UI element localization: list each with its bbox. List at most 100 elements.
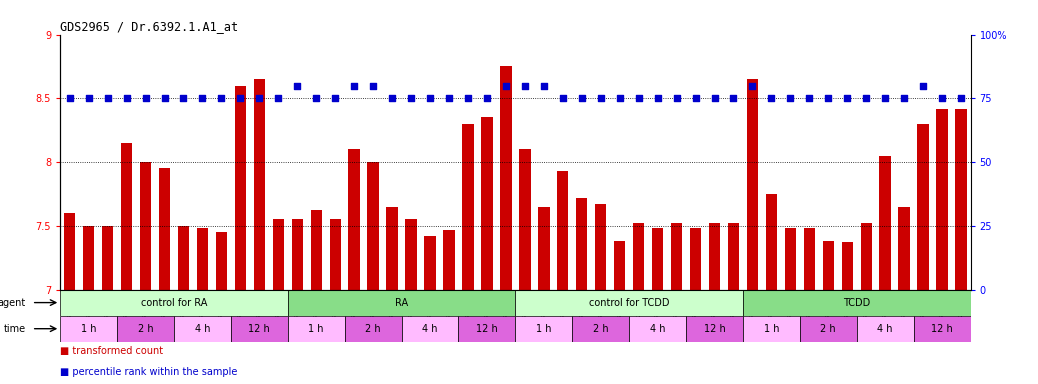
Point: [479, 95, 495, 101]
Bar: [386, 207, 398, 290]
Bar: [955, 109, 966, 290]
Point: [630, 95, 647, 101]
Point: [460, 95, 476, 101]
Text: control for RA: control for RA: [141, 298, 208, 308]
Text: 1 h: 1 h: [536, 324, 551, 334]
Point: [896, 95, 912, 101]
Bar: [913, 316, 971, 342]
Text: 1 h: 1 h: [764, 324, 780, 334]
Point: [80, 95, 97, 101]
Point: [137, 95, 154, 101]
Bar: [936, 109, 948, 290]
Bar: [766, 194, 777, 290]
Bar: [482, 118, 493, 290]
Bar: [329, 219, 340, 290]
Point: [744, 83, 761, 89]
Bar: [576, 198, 588, 290]
Bar: [803, 228, 815, 290]
Bar: [117, 316, 174, 342]
Point: [175, 95, 192, 101]
Bar: [60, 290, 288, 316]
Point: [403, 95, 419, 101]
Point: [953, 95, 969, 101]
Bar: [310, 210, 322, 290]
Bar: [557, 171, 569, 290]
Bar: [538, 207, 549, 290]
Bar: [406, 219, 416, 290]
Bar: [102, 226, 113, 290]
Point: [100, 95, 116, 101]
Bar: [800, 316, 856, 342]
Text: TCDD: TCDD: [843, 298, 871, 308]
Bar: [292, 219, 303, 290]
Bar: [515, 290, 743, 316]
Point: [213, 95, 229, 101]
Text: control for TCDD: control for TCDD: [589, 298, 670, 308]
Bar: [746, 79, 758, 290]
Point: [384, 95, 401, 101]
Text: 12 h: 12 h: [248, 324, 270, 334]
Bar: [709, 223, 720, 290]
Bar: [443, 230, 455, 290]
Point: [497, 83, 514, 89]
Text: time: time: [4, 324, 26, 334]
Bar: [174, 316, 230, 342]
Text: ■ percentile rank within the sample: ■ percentile rank within the sample: [60, 367, 238, 377]
Text: 2 h: 2 h: [820, 324, 836, 334]
Bar: [652, 228, 663, 290]
Point: [782, 95, 798, 101]
Bar: [402, 316, 459, 342]
Text: 2 h: 2 h: [365, 324, 381, 334]
Bar: [345, 316, 402, 342]
Bar: [785, 228, 796, 290]
Text: RA: RA: [395, 298, 408, 308]
Bar: [253, 79, 265, 290]
Bar: [159, 169, 170, 290]
Point: [554, 95, 571, 101]
Bar: [614, 241, 625, 290]
Point: [308, 95, 325, 101]
Bar: [500, 66, 512, 290]
Bar: [572, 316, 629, 342]
Point: [536, 83, 552, 89]
Bar: [519, 149, 530, 290]
Point: [441, 95, 458, 101]
Bar: [686, 316, 743, 342]
Point: [194, 95, 211, 101]
Text: 12 h: 12 h: [476, 324, 498, 334]
Bar: [288, 316, 345, 342]
Text: 12 h: 12 h: [704, 324, 726, 334]
Point: [251, 95, 268, 101]
Point: [421, 95, 438, 101]
Point: [934, 95, 951, 101]
Text: 1 h: 1 h: [81, 324, 97, 334]
Point: [858, 95, 875, 101]
Bar: [671, 223, 682, 290]
Bar: [273, 219, 284, 290]
Bar: [177, 226, 189, 290]
Bar: [235, 86, 246, 290]
Bar: [288, 290, 515, 316]
Bar: [64, 213, 76, 290]
Point: [573, 95, 590, 101]
Text: GDS2965 / Dr.6392.1.A1_at: GDS2965 / Dr.6392.1.A1_at: [60, 20, 239, 33]
Point: [801, 95, 818, 101]
Bar: [425, 236, 436, 290]
Bar: [690, 228, 702, 290]
Bar: [743, 290, 971, 316]
Point: [346, 83, 362, 89]
Bar: [83, 226, 94, 290]
Text: 2 h: 2 h: [138, 324, 154, 334]
Text: 4 h: 4 h: [422, 324, 438, 334]
Text: 4 h: 4 h: [877, 324, 893, 334]
Point: [914, 83, 931, 89]
Bar: [743, 316, 800, 342]
Point: [364, 83, 381, 89]
Text: agent: agent: [0, 298, 26, 308]
Bar: [349, 149, 360, 290]
Bar: [879, 156, 891, 290]
Point: [270, 95, 286, 101]
Bar: [856, 316, 913, 342]
Point: [687, 95, 704, 101]
Text: ■ transformed count: ■ transformed count: [60, 346, 163, 356]
